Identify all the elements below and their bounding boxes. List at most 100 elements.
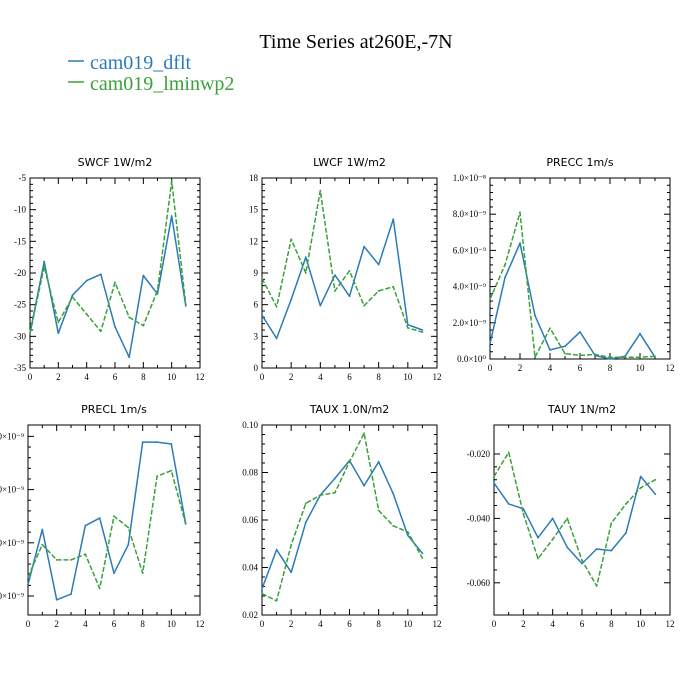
data-point [504, 263, 506, 266]
data-point [85, 313, 88, 316]
data-point [29, 332, 31, 335]
data-point [594, 353, 596, 356]
data-point [489, 342, 491, 345]
y-tick-label: 18 [249, 173, 259, 183]
data-point [564, 345, 566, 348]
data-point [156, 475, 158, 478]
y-tick-label: 2.0×10⁻⁹ [453, 318, 486, 328]
y-tick-label: -25 [14, 300, 26, 310]
data-point [84, 524, 87, 527]
y-tick-label: 4.0×10⁻⁹ [453, 282, 486, 292]
data-point [99, 330, 102, 333]
data-point [304, 256, 307, 259]
y-tick-label: 0×10⁻⁹ [0, 591, 24, 601]
y-tick-label: 0.10 [242, 420, 258, 430]
data-point [348, 460, 351, 463]
data-point [504, 276, 506, 279]
data-point [377, 460, 380, 463]
y-tick-label: 1.0×10⁻⁸ [453, 173, 486, 183]
data-point [114, 325, 116, 328]
data-point [534, 356, 536, 359]
x-tick-label: 2 [289, 619, 294, 629]
data-point [70, 593, 72, 595]
x-tick-label: 12 [196, 619, 205, 629]
data-point [639, 486, 642, 489]
data-point [421, 331, 424, 334]
series-line-lminwp2 [489, 211, 656, 358]
data-point [406, 534, 409, 537]
x-tick-label: 0 [488, 363, 493, 373]
data-point [128, 356, 131, 359]
series-line-lminwp2 [261, 189, 423, 333]
data-point [551, 538, 554, 541]
y-tick-label: 6 [254, 300, 259, 310]
x-tick-label: 4 [318, 619, 323, 629]
data-point [290, 544, 293, 546]
data-point [55, 598, 58, 601]
data-point [348, 295, 351, 298]
data-point [363, 245, 365, 248]
series-line-lminwp2 [261, 432, 424, 602]
y-tick-label: 0×10⁻⁹ [0, 538, 24, 548]
data-point [71, 294, 74, 297]
data-point [127, 526, 130, 529]
data-point [41, 528, 44, 531]
data-point [261, 314, 263, 317]
data-point [377, 509, 380, 512]
data-point [113, 515, 115, 518]
x-tick-label: 4 [550, 619, 555, 629]
panel-title: PRECL 1m/s [81, 403, 147, 416]
data-point [43, 260, 46, 263]
y-tick-label: -30 [14, 331, 26, 341]
x-tick-label: 6 [580, 619, 585, 629]
x-tick-label: 6 [578, 363, 583, 373]
data-point [507, 502, 510, 505]
series-line-dflt [261, 218, 423, 340]
data-point [639, 356, 641, 359]
data-point [566, 517, 569, 520]
data-point [581, 559, 583, 562]
data-point [57, 321, 60, 324]
series-line-dflt [489, 242, 656, 360]
x-tick-label: 10 [636, 619, 646, 629]
data-point [184, 303, 187, 306]
panel-2: PRECC 1m/s 0 2 4 6 8 10 12 0.0×10⁰ 2.0×10⁻⁹ 4.0×10… [453, 156, 675, 373]
data-point [170, 443, 173, 445]
data-point [55, 559, 58, 561]
data-point [392, 492, 395, 495]
x-tick-label: 4 [318, 372, 323, 382]
x-tick-label: 6 [112, 619, 117, 629]
data-point [624, 356, 626, 359]
data-point [98, 517, 101, 519]
data-point [609, 358, 611, 360]
data-point [421, 329, 424, 331]
data-point [392, 525, 395, 527]
data-point [549, 327, 551, 330]
x-tick-label: 12 [666, 619, 675, 629]
data-point [610, 549, 613, 552]
data-point [261, 587, 263, 590]
x-tick-label: 2 [54, 619, 59, 629]
data-point [406, 530, 409, 533]
data-point [363, 432, 365, 435]
data-point [392, 218, 395, 221]
data-point [170, 180, 173, 183]
y-tick-label: 0×10⁻⁹ [0, 431, 24, 441]
data-point [85, 279, 88, 282]
data-point [625, 502, 627, 505]
y-tick-label: 8.0×10⁻⁹ [453, 209, 486, 219]
data-point [319, 189, 322, 192]
data-point [275, 337, 278, 340]
series-line-dflt [493, 475, 656, 565]
x-tick-label: 8 [376, 619, 381, 629]
data-point [170, 469, 173, 472]
data-point [304, 521, 307, 524]
data-point [113, 572, 115, 575]
data-point [579, 354, 581, 357]
data-point [654, 355, 656, 358]
data-point [99, 273, 102, 276]
series-line-dflt [29, 215, 187, 358]
data-point [566, 546, 569, 549]
data-point [579, 330, 581, 333]
data-point [493, 475, 495, 478]
